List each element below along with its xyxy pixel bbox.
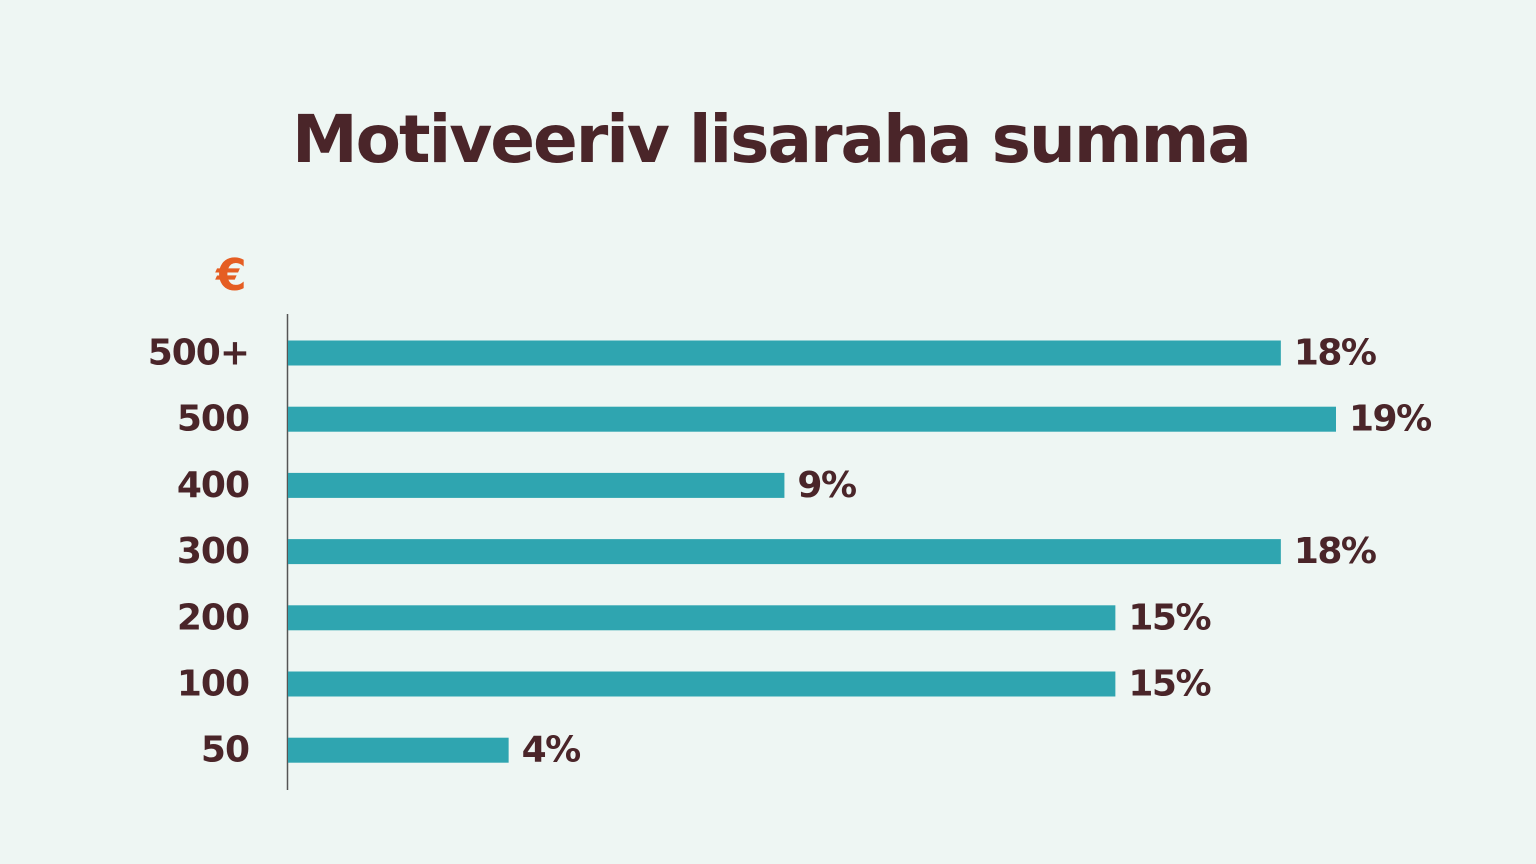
category-label: 500 <box>177 399 249 440</box>
value-label: 9% <box>797 465 856 506</box>
bar <box>288 340 1281 366</box>
bar <box>288 737 509 763</box>
bars-group: 500+ 18% 500 19% 400 9% 300 18% 200 15% 100 15% 50 4% <box>148 333 1433 771</box>
category-label: 300 <box>177 531 249 572</box>
bar <box>288 472 785 498</box>
category-label: 200 <box>177 597 249 638</box>
value-label: 15% <box>1128 664 1210 705</box>
value-label: 15% <box>1128 597 1210 638</box>
category-label: 50 <box>201 730 249 771</box>
bar <box>288 671 1116 697</box>
category-label: 400 <box>177 465 249 506</box>
value-label: 18% <box>1294 531 1376 572</box>
chart-title: Motiveeriv lisaraha summa <box>292 101 1252 178</box>
currency-unit-label: € <box>216 250 247 301</box>
value-label: 18% <box>1294 333 1376 374</box>
value-label: 4% <box>522 730 581 771</box>
bar <box>288 406 1336 432</box>
category-label: 500+ <box>148 333 249 374</box>
value-label: 19% <box>1349 399 1431 440</box>
category-label: 100 <box>177 664 249 705</box>
bar <box>288 539 1281 565</box>
bar <box>288 605 1116 631</box>
